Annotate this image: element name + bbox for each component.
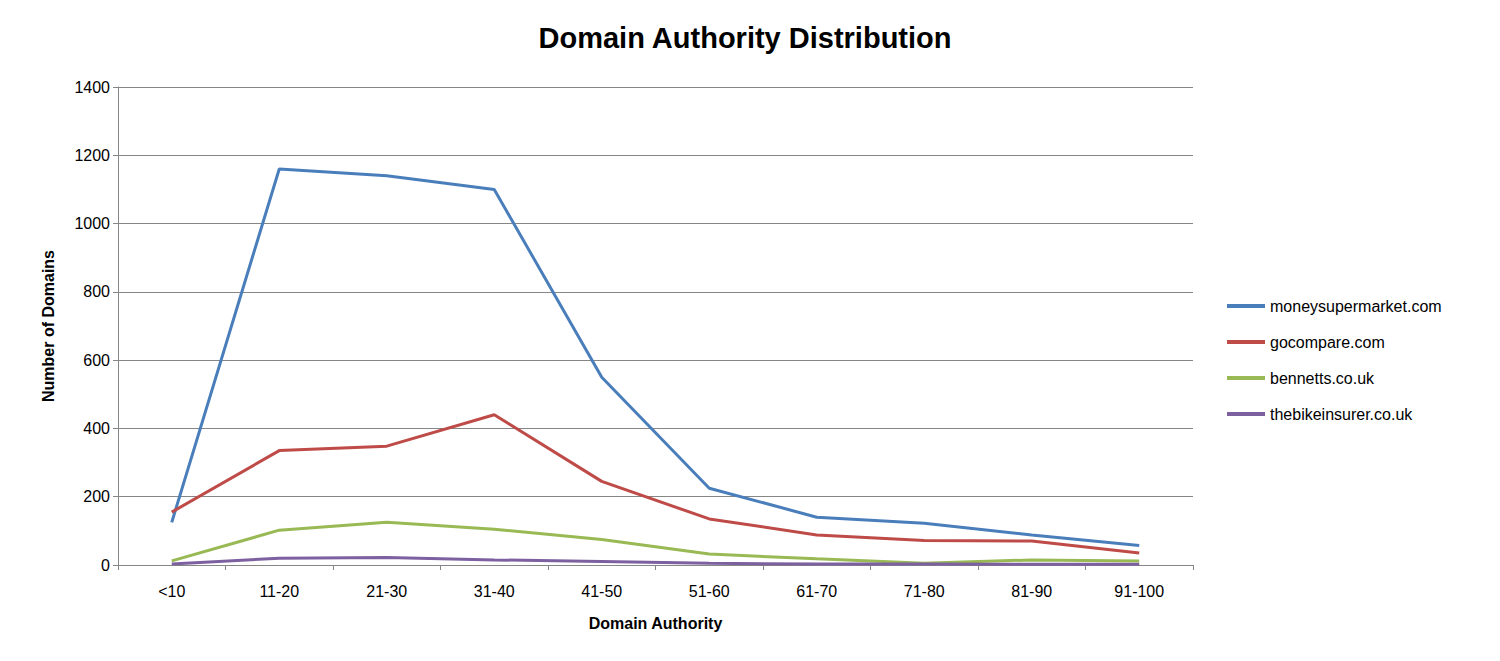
svg-text:31-40: 31-40 [474, 583, 515, 600]
svg-text:41-50: 41-50 [581, 583, 622, 600]
svg-text:bennetts.co.uk: bennetts.co.uk [1270, 370, 1375, 387]
svg-text:1000: 1000 [74, 215, 110, 232]
svg-text:Domain Authority: Domain Authority [589, 615, 723, 632]
svg-text:81-90: 81-90 [1011, 583, 1052, 600]
svg-text:51-60: 51-60 [689, 583, 730, 600]
svg-text:<10: <10 [158, 583, 185, 600]
svg-text:600: 600 [83, 352, 110, 369]
svg-text:71-80: 71-80 [904, 583, 945, 600]
svg-text:400: 400 [83, 420, 110, 437]
svg-text:800: 800 [83, 283, 110, 300]
svg-text:21-30: 21-30 [366, 583, 407, 600]
svg-text:0: 0 [101, 557, 110, 574]
svg-text:61-70: 61-70 [796, 583, 837, 600]
svg-text:Number of Domains: Number of Domains [40, 250, 57, 402]
svg-text:moneysupermarket.com: moneysupermarket.com [1270, 298, 1442, 315]
svg-text:Domain Authority Distribution: Domain Authority Distribution [539, 22, 952, 54]
svg-text:thebikeinsurer.co.uk: thebikeinsurer.co.uk [1270, 406, 1413, 423]
svg-text:1200: 1200 [74, 147, 110, 164]
svg-text:11-20: 11-20 [259, 583, 299, 600]
svg-text:200: 200 [83, 488, 110, 505]
svg-text:gocompare.com: gocompare.com [1270, 334, 1385, 351]
svg-text:91-100: 91-100 [1114, 583, 1164, 600]
svg-text:1400: 1400 [74, 79, 110, 96]
